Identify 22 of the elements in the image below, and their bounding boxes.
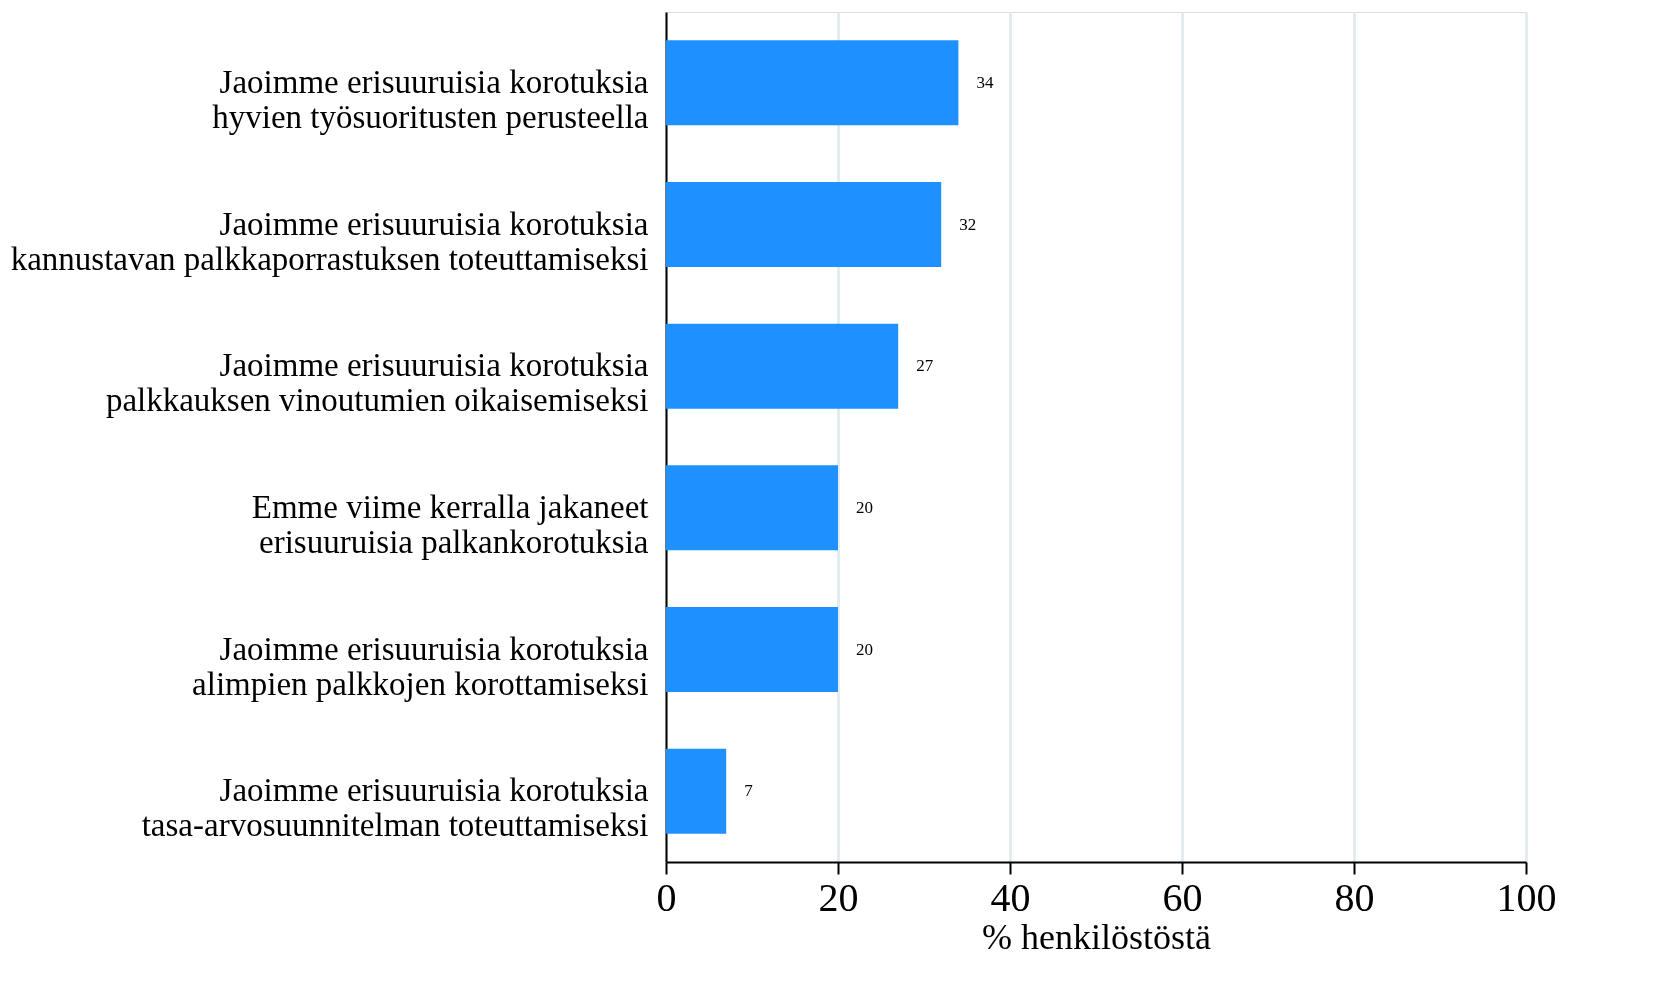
y-tick-label: Jaoimme erisuuruisia korotuksia hyvien työsuoritusten perusteella <box>212 63 649 135</box>
data-label: 34 <box>976 72 994 92</box>
x-tick-label: 20 <box>818 874 859 920</box>
y-tick-label: Jaoimme erisuuruisia korotuksia kannustavan palkkaporrastuksen toteuttamiseksi <box>10 205 649 277</box>
bar <box>666 465 838 551</box>
data-label: 32 <box>959 214 977 234</box>
y-tick-label: Emme viime kerralla jakaneet erisuuruisia palkankorotuksia <box>251 488 649 560</box>
x-tick-label: 80 <box>1334 874 1375 920</box>
y-tick-label: Jaoimme erisuuruisia korotuksia palkkauksen vinoutumien oikaisemiseksi <box>105 347 649 419</box>
bar <box>666 323 899 409</box>
data-label: 20 <box>856 639 873 659</box>
y-tick-label: Jaoimme erisuuruisia korotuksia alimpien palkkojen korottamiseksi <box>192 630 649 702</box>
data-label: 7 <box>744 781 754 801</box>
bar <box>666 40 959 126</box>
x-tick-label: 0 <box>656 874 677 920</box>
bar <box>666 748 727 834</box>
y-tick-label: Jaoimme erisuuruisia korotuksia tasa-arvosuunnitelman toteuttamiseksi <box>141 772 649 844</box>
bar <box>666 607 838 692</box>
data-label: 27 <box>916 356 934 376</box>
x-tick-label: 100 <box>1496 874 1557 920</box>
bar <box>666 182 942 267</box>
data-label: 20 <box>856 497 873 517</box>
